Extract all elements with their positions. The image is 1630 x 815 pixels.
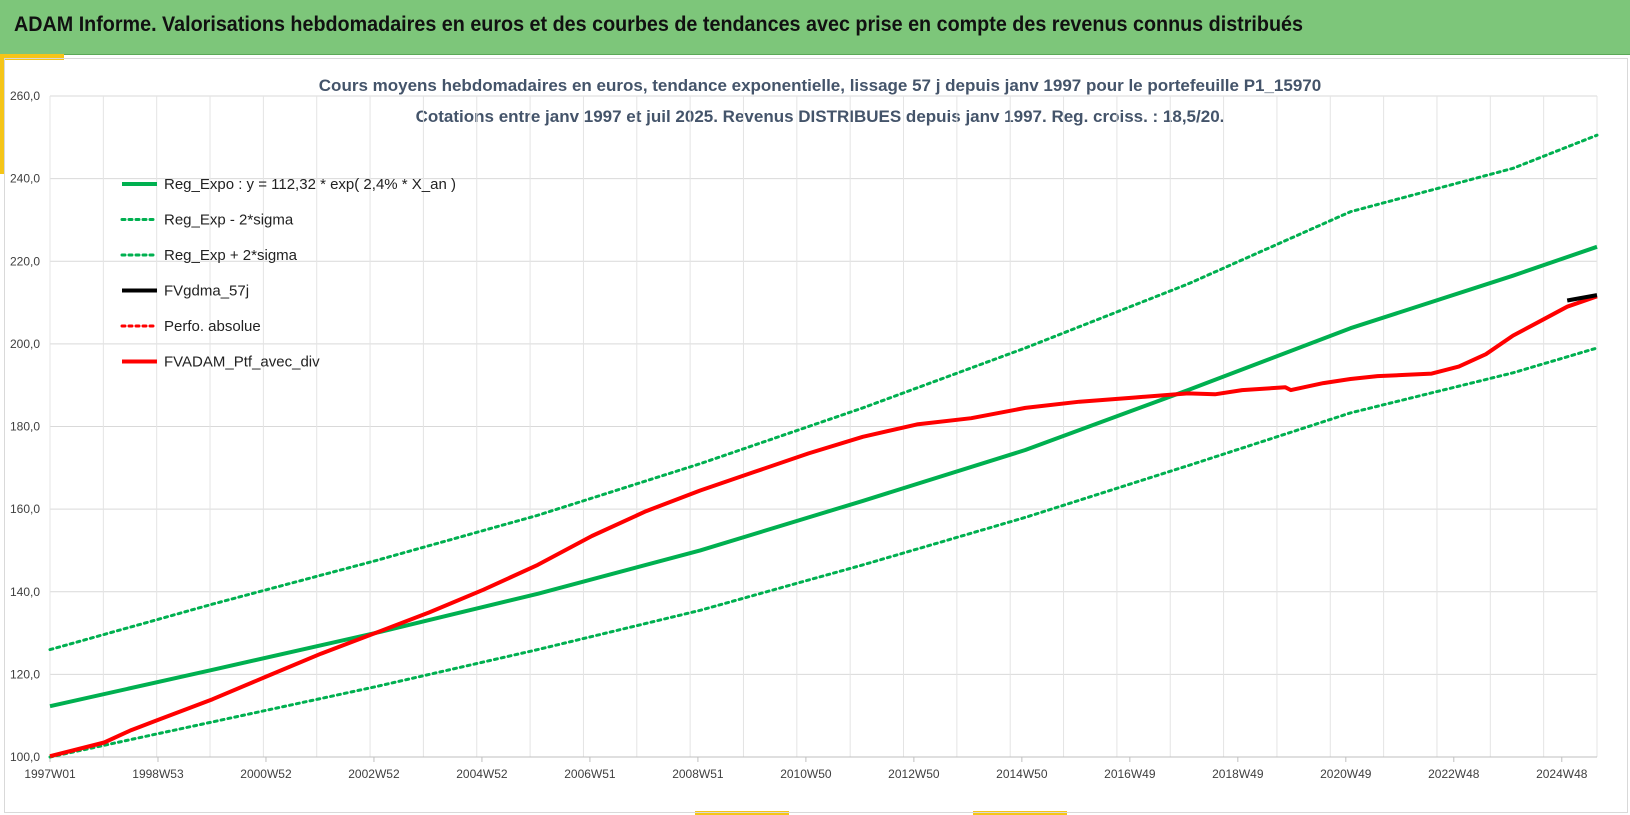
legend-label: Perfo. absolue (164, 318, 261, 335)
legend-label: FVgdma_57j (164, 283, 249, 300)
x-tick-label: 2010W50 (780, 767, 832, 781)
y-tick-label: 160,0 (10, 502, 40, 516)
legend-label: FVADAM_Ptf_avec_div (164, 354, 320, 371)
accent-stripe-top (0, 54, 64, 60)
x-tick-label: 1998W53 (132, 767, 184, 781)
x-tick-label: 2012W50 (888, 767, 940, 781)
page-title: ADAM Informe. Valorisations hebdomadaire… (14, 13, 1303, 36)
axes: 100,0 120,0 140,0 160,0 180,0 200,0 220,0 240,0… (10, 89, 1597, 781)
legend: Reg_Expo : y = 112,32 * exp( 2,4% * X_an… (120, 176, 456, 371)
series-line-1 (48, 346, 1599, 759)
y-tick-label: 260,0 (10, 89, 40, 103)
y-tick-label: 180,0 (10, 420, 40, 434)
legend-label: Reg_Exp - 2*sigma (164, 212, 294, 229)
series (48, 133, 1599, 759)
y-tick-label: 220,0 (10, 254, 40, 268)
accent-stripe-left (0, 54, 5, 174)
x-tick-label: 2020W49 (1320, 767, 1372, 781)
legend-label: Reg_Expo : y = 112,32 * exp( 2,4% * X_an… (164, 176, 456, 193)
x-tick-label: 2016W49 (1104, 767, 1156, 781)
x-tick-label: 2006W51 (564, 767, 616, 781)
x-tick-label: 2004W52 (456, 767, 508, 781)
x-tick-label: 2018W49 (1212, 767, 1264, 781)
x-tick-label: 2002W52 (348, 767, 400, 781)
y-tick-label: 200,0 (10, 337, 40, 351)
chart-frame (4, 58, 1628, 813)
series-line-0 (49, 244, 1598, 709)
x-tick-label: 2022W48 (1428, 767, 1480, 781)
y-tick-label: 100,0 (10, 750, 40, 764)
x-tick-label: 2024W48 (1536, 767, 1588, 781)
x-tick-label: 2000W52 (240, 767, 292, 781)
y-tick-label: 240,0 (10, 172, 40, 186)
series-line-2 (48, 133, 1599, 652)
y-tick-label: 120,0 (10, 667, 40, 681)
series-line-5 (49, 294, 1598, 759)
header-bar: ADAM Informe. Valorisations hebdomadaire… (0, 0, 1630, 55)
chart-title-line-1: Cours moyens hebdomadaires en euros, ten… (319, 76, 1321, 95)
x-tick-label: 2014W50 (996, 767, 1048, 781)
legend-label: Reg_Exp + 2*sigma (164, 247, 298, 264)
y-tick-label: 140,0 (10, 585, 40, 599)
chart-title-line-2: Cotations entre janv 1997 et juil 2025. … (416, 107, 1225, 126)
x-tick-label: 2008W51 (672, 767, 724, 781)
x-tick-label: 1997W01 (24, 767, 76, 781)
accent-stripe-bottom (973, 811, 1067, 815)
grid (49, 95, 1598, 758)
series-line-3 (1566, 293, 1598, 303)
accent-stripe-bottom (695, 811, 789, 815)
